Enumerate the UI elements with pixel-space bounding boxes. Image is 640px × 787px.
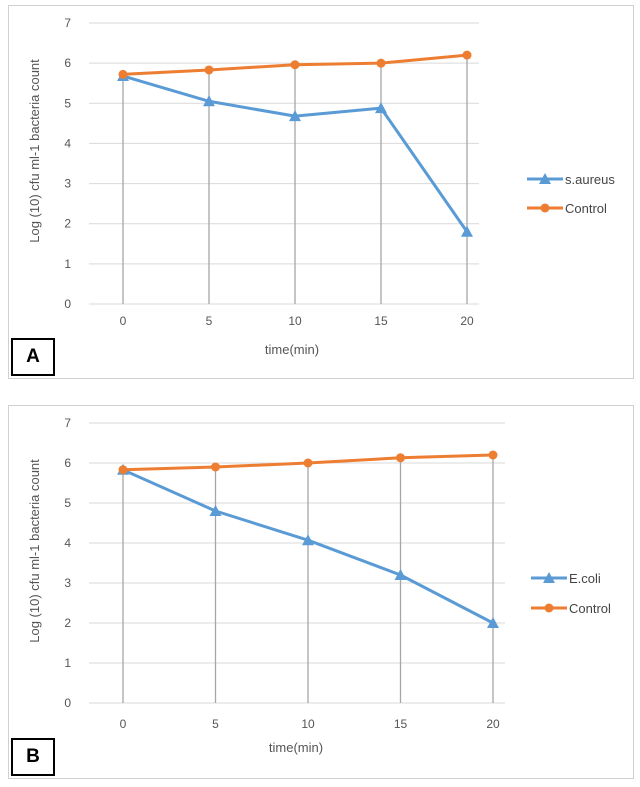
chart-a-y-ticks: 0 1 2 3 4 5 6 7 [64, 16, 71, 311]
chart-a-y-axis-title: Log (10) cfu ml-1 bacteria count [27, 59, 42, 243]
chart-b-series [117, 450, 499, 628]
panel-a-label: A [11, 338, 55, 376]
chart-b-y-tick-label: 7 [64, 416, 71, 430]
chart-a-y-tick-label: 6 [64, 56, 71, 70]
chart-b-x-tick-label: 20 [486, 717, 500, 731]
chart-a-control-point [290, 60, 300, 70]
chart-a-control-point [204, 65, 214, 75]
chart-b-legend-marker [543, 572, 555, 583]
chart-b-y-tick-label: 5 [64, 496, 71, 510]
chart-a-y-tick-label: 5 [64, 96, 71, 110]
chart-b-x-ticks: 0 5 10 15 20 [120, 717, 500, 731]
chart-b-control-point [211, 462, 220, 472]
chart-b-x-tick-label: 0 [120, 717, 127, 731]
chart-b-y-tick-label: 6 [64, 456, 71, 470]
chart-a-series-point [289, 110, 301, 122]
chart-b-x-axis-title: time(min) [269, 740, 323, 755]
chart-a-legend-label: s.aureus [565, 172, 615, 187]
chart-b-control-point [303, 458, 313, 468]
chart-a-legend-label: Control [565, 201, 607, 216]
chart-b-series-point [394, 569, 407, 580]
chart-b-series-point [302, 534, 314, 546]
chart-a-x-tick-label: 15 [374, 314, 388, 328]
chart-b-series-point [209, 505, 222, 516]
chart-b-legend-label: Control [569, 601, 611, 616]
chart-a-legend-marker [540, 203, 550, 213]
chart-b-control-point [118, 465, 128, 475]
chart-a-series [117, 50, 473, 237]
chart-b-x-tick-label: 10 [301, 717, 315, 731]
chart-a-x-tick-label: 20 [460, 314, 474, 328]
chart-b-x-tick-label: 15 [394, 717, 408, 731]
chart-b-legend-marker [544, 603, 554, 613]
chart-b-legend: E.coli Control [531, 571, 611, 616]
chart-a-legend: s.aureus Control [527, 172, 615, 216]
chart-panel-a: 0 1 2 3 4 5 6 7 0 5 10 15 20 Log (10) cfu ml-1 bact… [8, 5, 634, 379]
chart-b-y-ticks: 0 1 2 3 4 5 6 7 [64, 416, 71, 710]
chart-b-control-point [488, 450, 498, 460]
chart-a-y-tick-label: 2 [64, 217, 71, 231]
chart-a-y-tick-label: 0 [64, 297, 71, 311]
chart-a-y-tick-label: 3 [64, 177, 71, 191]
chart-a-control-point [376, 58, 386, 68]
chart-a-x-tick-label: 0 [120, 314, 127, 328]
chart-b-svg: 0 1 2 3 4 5 6 7 0 5 10 15 20 Log (10) cfu ml-1 bact… [27, 416, 611, 755]
chart-a-control-point [118, 69, 128, 79]
chart-b-y-tick-label: 2 [64, 616, 71, 630]
chart-a-series-point [375, 102, 387, 114]
chart-a-control-point [462, 50, 472, 60]
chart-a-y-tick-label: 7 [64, 16, 71, 30]
chart-b-y-tick-label: 0 [64, 696, 71, 710]
chart-a-x-tick-label: 5 [206, 314, 213, 328]
panel-b-label: B [11, 738, 55, 776]
chart-panel-b: 0 1 2 3 4 5 6 7 0 5 10 15 20 Log (10) cfu ml-1 bact… [8, 405, 634, 779]
chart-a-y-tick-label: 1 [64, 257, 71, 271]
chart-b-y-tick-label: 3 [64, 576, 71, 590]
chart-b-control-point [396, 453, 405, 463]
chart-b-y-axis-title: Log (10) cfu ml-1 bacteria count [27, 459, 42, 643]
chart-a-series-point [461, 225, 473, 237]
chart-b-legend-label: E.coli [569, 571, 601, 586]
chart-a-y-tick-label: 4 [64, 136, 71, 150]
chart-b-y-tick-label: 1 [64, 656, 71, 670]
chart-a-x-ticks: 0 5 10 15 20 [120, 314, 474, 328]
chart-b-x-tick-label: 5 [212, 717, 219, 731]
chart-b-gridlines [89, 422, 505, 704]
chart-a-x-tick-label: 10 [288, 314, 302, 328]
chart-a-x-axis-title: time(min) [265, 342, 319, 357]
chart-a-legend-marker [539, 173, 551, 184]
chart-b-y-tick-label: 4 [64, 536, 71, 550]
chart-a-svg: 0 1 2 3 4 5 6 7 0 5 10 15 20 Log (10) cfu ml-1 bact… [27, 16, 615, 357]
chart-a-series-point [203, 95, 215, 107]
chart-b-series-point [487, 617, 499, 628]
